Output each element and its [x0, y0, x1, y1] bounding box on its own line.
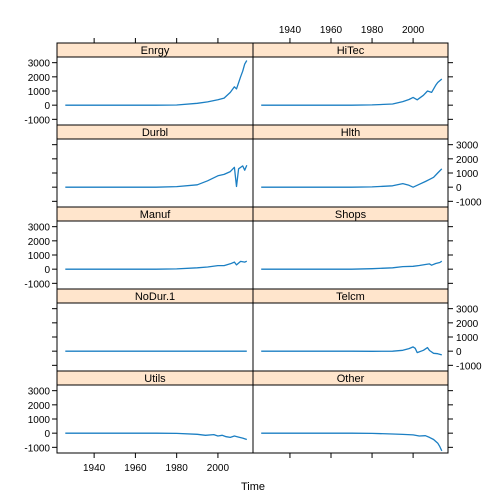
y-tick-label: 0 [456, 347, 462, 358]
panel-strip-label: Manuf [140, 209, 172, 221]
y-tick-label: 0 [44, 101, 50, 112]
series-line [261, 260, 443, 270]
y-tick-label: 0 [44, 265, 50, 276]
series-line [261, 432, 443, 452]
x-tick-label: 1940 [83, 463, 106, 474]
y-tick-label: -1000 [24, 443, 50, 454]
panel-telcm: Telcm [252, 288, 449, 372]
panel-strip-label: Telcm [336, 291, 365, 303]
series-line [261, 168, 443, 188]
panel-strip-label: Other [337, 373, 365, 385]
series-line [65, 60, 248, 106]
panel-strip-label: Enrgy [141, 45, 170, 57]
x-tick-label: 1980 [361, 25, 384, 36]
x-tick-label: 1960 [124, 463, 147, 474]
panel-strip-label: Durbl [142, 127, 168, 139]
panel-strip-label: Shops [335, 209, 367, 221]
x-tick-label: 1980 [166, 463, 189, 474]
y-tick-label: 3000 [28, 387, 51, 398]
y-tick-label: -1000 [456, 361, 482, 372]
y-tick-label: 3000 [28, 223, 51, 234]
x-tick-label: 1940 [279, 25, 302, 36]
panels: Enrgy HiTec Durbl Hlth Manuf Shops NoDur.1 Telc… [56, 42, 449, 454]
y-tick-label: 1000 [28, 251, 51, 262]
y-tick-label: 2000 [28, 237, 51, 248]
y-tick-label: -1000 [456, 197, 482, 208]
y-tick-label: 2000 [456, 155, 479, 166]
x-tick-label: 2000 [402, 25, 425, 36]
series-line [65, 432, 248, 441]
y-tick-label: 0 [44, 429, 50, 440]
y-tick-label: 1000 [28, 87, 51, 98]
series-line [65, 164, 248, 188]
y-tick-label: 2000 [28, 73, 51, 84]
axes: -1000 0 1000 2000 3000 -1000 0 1000 2000 3000 -100… [24, 25, 482, 474]
series-line [261, 346, 442, 356]
y-tick-label: 3000 [456, 141, 479, 152]
panel-strip-label: Hlth [341, 127, 361, 139]
x-tick-label: 1960 [320, 25, 343, 36]
y-tick-label: 0 [456, 183, 462, 194]
y-tick-label: -1000 [24, 279, 50, 290]
panel-strip-label: NoDur.1 [135, 291, 175, 303]
y-tick-label: 3000 [456, 305, 479, 316]
y-tick-label: 3000 [28, 59, 51, 70]
y-tick-label: 2000 [456, 319, 479, 330]
x-axis-label: Time [241, 481, 265, 493]
y-tick-label: 1000 [456, 333, 479, 344]
y-tick-label: 2000 [28, 401, 51, 412]
panel-durbl: Durbl [56, 124, 254, 208]
y-tick-label: 1000 [28, 415, 51, 426]
x-tick-label: 2000 [207, 463, 230, 474]
series-line [261, 78, 443, 106]
y-tick-label: -1000 [24, 115, 50, 126]
panel-strip-label: Utils [144, 373, 166, 385]
y-tick-label: 1000 [456, 169, 479, 180]
panel-strip-label: HiTec [337, 45, 365, 57]
series-line [65, 260, 248, 270]
